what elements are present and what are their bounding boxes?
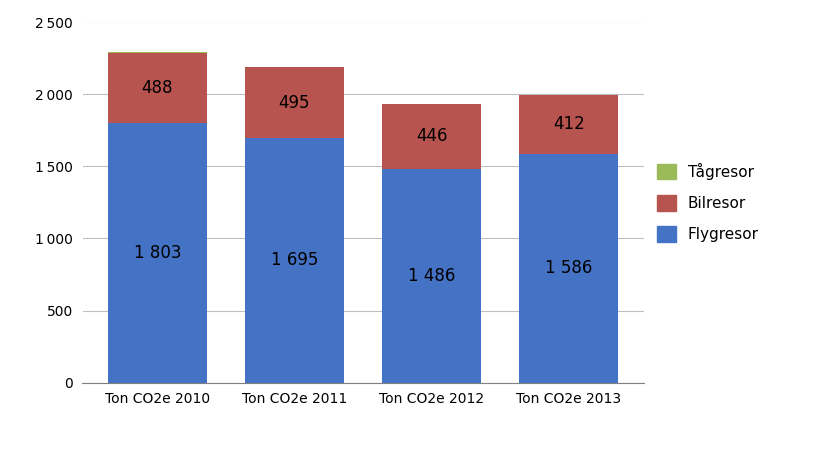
Text: 412: 412 [553,116,585,134]
Legend: Tågresor, Bilresor, Flygresor: Tågresor, Bilresor, Flygresor [651,157,765,248]
Bar [108,53,207,123]
Text: 495: 495 [279,94,310,112]
Bar [245,139,344,382]
Text: 1 586: 1 586 [545,259,592,277]
Bar [382,104,481,168]
Bar [519,95,618,154]
Text: 446: 446 [416,127,447,145]
Bar [245,67,344,139]
Text: 1 695: 1 695 [271,252,318,270]
Bar [382,168,481,382]
Text: 1 486: 1 486 [408,266,455,284]
Text: 1 803: 1 803 [134,244,182,262]
Text: 488: 488 [142,79,173,97]
Bar [519,154,618,382]
Bar [108,123,207,382]
